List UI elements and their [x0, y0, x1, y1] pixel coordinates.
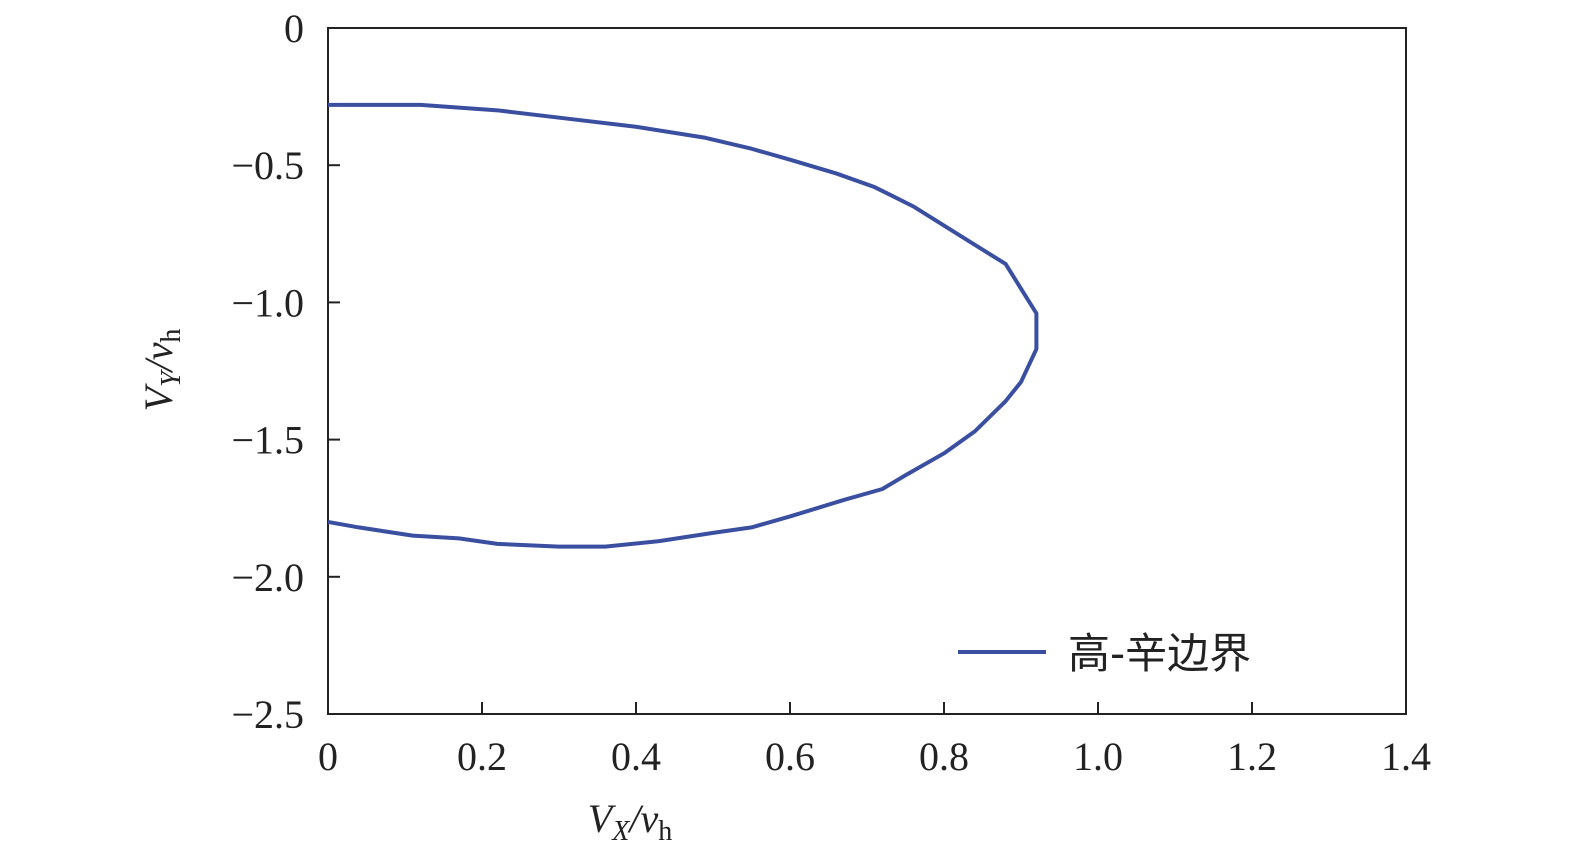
y-tick-label: −0.5: [231, 143, 304, 188]
x-label-sub: X: [611, 816, 630, 847]
y-tick-label: −2.0: [231, 555, 304, 600]
x-tick-label: 0: [318, 734, 338, 779]
x-tick-label: 0.8: [919, 734, 969, 779]
x-tick-label: 1.4: [1381, 734, 1431, 779]
x-tick-label: 0.2: [457, 734, 507, 779]
x-tick-label: 1.2: [1227, 734, 1277, 779]
x-tick-label: 0.4: [611, 734, 661, 779]
series-line: [327, 102, 1039, 549]
y-tick-label: −1.5: [231, 418, 304, 463]
x-tick-label: 0.6: [765, 734, 815, 779]
x-label-sub2: h: [658, 816, 672, 847]
x-label-v: V: [588, 796, 617, 841]
y-label-v: V: [136, 382, 181, 411]
y-label-sub: Y: [156, 368, 187, 387]
x-label-v2: /v: [627, 796, 658, 841]
legend-label: 高-辛边界: [1068, 629, 1251, 678]
y-axis-label: VY/vh: [136, 329, 187, 412]
y-tick-label: −1.0: [231, 280, 304, 325]
y-tick-label: 0: [284, 6, 304, 51]
x-axis-label: VX/vh: [588, 796, 672, 847]
y-label-sub2: h: [156, 329, 187, 343]
x-tick-label: 1.0: [1073, 734, 1123, 779]
plot-frame: [327, 27, 1407, 715]
y-tick-label: −2.5: [231, 692, 304, 737]
y-label-v2: /v: [136, 342, 181, 373]
